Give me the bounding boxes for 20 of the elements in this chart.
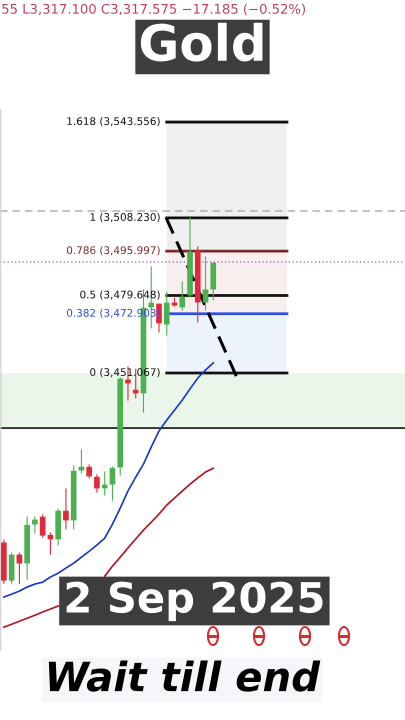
- text: 55 L3,317.100 C3,317.575 −17.185 (−0.52%): [2, 4, 306, 16]
- ref-line-label: 0.786 (3,495.997): [66, 246, 160, 256]
- candlestick: [78, 449, 84, 474]
- ref-line-label: 1.618 (3,543.556): [67, 117, 160, 126]
- ref-line-label: 1 (3,508.230): [90, 212, 160, 222]
- chart-title: Gold: [140, 22, 262, 62]
- candlestick: [48, 532, 54, 555]
- text: Wait till end: [48, 660, 320, 692]
- candlestick: [40, 514, 46, 538]
- candlestick: [32, 516, 38, 534]
- candlestick: [86, 464, 92, 479]
- candlestick: [179, 281, 186, 311]
- candlestick: [110, 466, 116, 501]
- candlestick: [164, 292, 170, 336]
- candlestick: [16, 552, 22, 584]
- candlestick: [102, 471, 108, 496]
- candlestick: [94, 474, 100, 493]
- candlestick: [202, 256, 208, 311]
- candlestick: [63, 488, 69, 530]
- annotation: 2 Sep 2025: [66, 582, 323, 622]
